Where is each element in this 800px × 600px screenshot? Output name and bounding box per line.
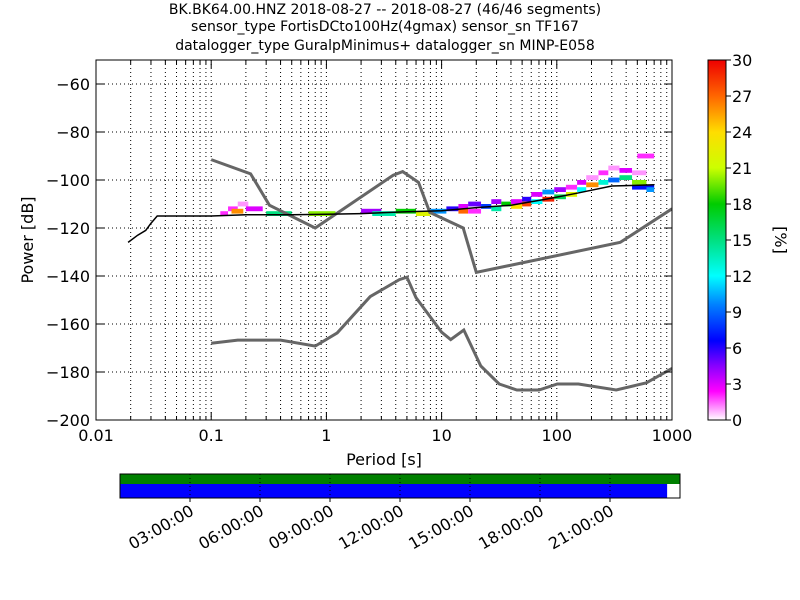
y-tick-label: −200 bbox=[46, 411, 90, 430]
timeline-tick-label: 03:00:00 bbox=[125, 501, 197, 553]
density-cell bbox=[637, 153, 655, 159]
x-tick-label: 1000 bbox=[652, 426, 693, 445]
y-tick-label: −180 bbox=[46, 363, 90, 382]
density-cell bbox=[608, 177, 620, 183]
density-cell bbox=[577, 187, 587, 192]
density-cell bbox=[598, 170, 609, 176]
density-cell bbox=[619, 175, 633, 180]
colorbar-label: [%] bbox=[771, 226, 790, 254]
density-cell bbox=[491, 199, 502, 204]
colorbar-tick-label: 18 bbox=[732, 195, 752, 214]
x-axis-label: Period [s] bbox=[346, 450, 422, 469]
y-tick-label: −100 bbox=[46, 171, 90, 190]
density-cell bbox=[619, 168, 633, 173]
density-cell bbox=[231, 208, 244, 214]
density-cell bbox=[361, 208, 382, 214]
timeline-tick-label: 06:00:00 bbox=[195, 501, 267, 553]
timeline-tick-label: 18:00:00 bbox=[475, 501, 547, 553]
density-cell bbox=[266, 211, 292, 216]
density-cell bbox=[542, 189, 555, 195]
density-cell bbox=[468, 201, 482, 207]
colorbar-tick-label: 27 bbox=[732, 87, 752, 106]
density-cell bbox=[531, 199, 543, 204]
density-cell bbox=[220, 211, 229, 216]
density-cell bbox=[510, 204, 523, 209]
density-cell bbox=[646, 187, 655, 192]
density-cell bbox=[308, 211, 336, 216]
density-cell bbox=[491, 206, 502, 212]
density-cell bbox=[586, 175, 599, 180]
density-cell bbox=[458, 204, 469, 209]
density-cell bbox=[632, 170, 647, 176]
timeline-coverage: 03:00:0006:00:0009:00:0012:00:0015:00:00… bbox=[119, 473, 681, 553]
density-cell bbox=[416, 211, 431, 216]
density-cell bbox=[608, 165, 620, 171]
colorbar-tick-label: 6 bbox=[732, 339, 742, 358]
colorbar-tick-label: 3 bbox=[732, 375, 742, 394]
colorbar bbox=[707, 59, 727, 421]
density-cell bbox=[510, 199, 523, 204]
x-tick-label: 0.01 bbox=[78, 426, 114, 445]
density-cell bbox=[245, 206, 263, 212]
density-cell bbox=[228, 206, 238, 212]
density-cell bbox=[522, 201, 532, 207]
plot-area bbox=[96, 60, 672, 420]
chart-title-line-3: datalogger_type GuralpMinimus+ datalogge… bbox=[175, 38, 595, 54]
density-cell bbox=[501, 201, 511, 207]
timeline-tick-label: 09:00:00 bbox=[265, 501, 337, 553]
density-cell bbox=[632, 184, 655, 190]
colorbar-tick-label: 9 bbox=[732, 303, 742, 322]
y-tick-label: −120 bbox=[46, 219, 90, 238]
density-cell bbox=[565, 184, 578, 190]
plot-frame bbox=[95, 59, 673, 421]
x-tick-label: 10 bbox=[431, 426, 451, 445]
psd-coverage-bar bbox=[120, 484, 668, 498]
density-cell bbox=[598, 180, 609, 185]
x-axis-ticks: 0.01 0.1 1 10 100 1000 bbox=[78, 60, 692, 445]
density-cell bbox=[522, 196, 532, 202]
density-cell bbox=[632, 180, 647, 185]
density-cell bbox=[554, 187, 566, 192]
colorbar-tick-label: 30 bbox=[732, 51, 752, 70]
colorbar-tick-label: 24 bbox=[732, 123, 752, 142]
density-cell bbox=[372, 211, 396, 216]
timeline-tick-label: 21:00:00 bbox=[545, 501, 617, 553]
chart-title-line-1: BK.BK64.00.HNZ 2018-08-27 -- 2018-08-27 … bbox=[168, 2, 602, 18]
high-noise-model-line bbox=[210, 158, 672, 275]
y-axis-ticks: −60 −80 −100 −120 −140 −160 −180 −200 bbox=[46, 75, 672, 430]
x-tick-label: 0.1 bbox=[198, 426, 223, 445]
y-axis-label: Power [dB] bbox=[18, 196, 37, 283]
low-noise-model-line bbox=[211, 275, 672, 392]
colorbar-ticks: 0 3 6 9 12 15 18 21 24 27 30 bbox=[726, 51, 752, 430]
colorbar-tick-label: 12 bbox=[732, 267, 752, 286]
grid bbox=[96, 60, 672, 420]
density-cell bbox=[468, 208, 482, 214]
density-cell bbox=[577, 180, 587, 185]
mode-line bbox=[127, 184, 655, 243]
density-cell bbox=[237, 201, 249, 207]
density-cell bbox=[586, 182, 599, 188]
timeline-tick-label: 12:00:00 bbox=[335, 501, 407, 553]
colorbar-tick-label: 21 bbox=[732, 159, 752, 178]
y-tick-label: −60 bbox=[56, 75, 90, 94]
x-tick-label: 100 bbox=[542, 426, 573, 445]
chart-title-line-2: sensor_type FortisDCto100Hz(4gmax) senso… bbox=[191, 19, 579, 35]
density-cell bbox=[531, 192, 543, 197]
colorbar-tick-label: 0 bbox=[732, 411, 742, 430]
y-tick-label: −80 bbox=[56, 123, 90, 142]
y-tick-label: −160 bbox=[46, 315, 90, 334]
colorbar-tick-label: 15 bbox=[732, 231, 752, 250]
density-cell bbox=[446, 206, 459, 212]
density-cell bbox=[458, 208, 469, 214]
timeline-tick-label: 15:00:00 bbox=[405, 501, 477, 553]
y-tick-label: −140 bbox=[46, 267, 90, 286]
x-tick-label: 1 bbox=[321, 426, 331, 445]
